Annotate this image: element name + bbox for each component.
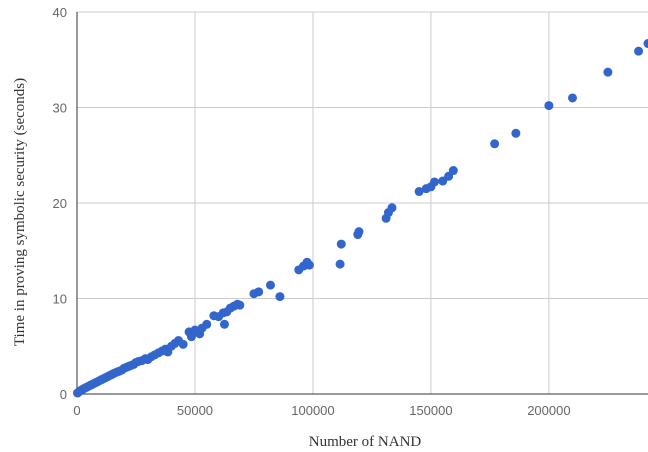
x-tick-label: 200000	[527, 403, 570, 418]
data-point	[178, 339, 188, 349]
x-tick-label: 150000	[409, 403, 452, 418]
y-tick-label: 40	[53, 5, 67, 20]
axes	[76, 12, 648, 395]
data-point	[304, 260, 314, 270]
data-point	[219, 319, 229, 329]
data-points	[72, 39, 648, 398]
data-point	[354, 227, 364, 237]
data-point	[265, 280, 275, 290]
data-point	[254, 287, 264, 297]
y-tick-label: 30	[53, 101, 67, 116]
x-tick-label: 0	[73, 403, 80, 418]
data-point	[448, 166, 458, 176]
data-point	[336, 239, 346, 249]
data-point	[643, 39, 648, 49]
x-tick-label: 100000	[291, 403, 334, 418]
data-point	[414, 187, 424, 197]
data-point	[544, 101, 554, 111]
data-point	[202, 319, 212, 329]
data-point	[511, 128, 521, 138]
y-tick-label: 0	[60, 387, 67, 402]
data-point	[634, 46, 644, 56]
x-axis-title: Number of NAND	[309, 434, 422, 450]
data-point	[235, 300, 245, 310]
data-point	[387, 203, 397, 213]
grid-lines	[77, 11, 648, 394]
data-point	[275, 292, 285, 302]
x-tick-labels: 0 50000 100000 150000 200000	[73, 403, 570, 418]
x-tick-label: 50000	[177, 403, 213, 418]
data-point	[186, 332, 196, 342]
y-tick-labels: 0 10 20 30 40	[53, 5, 67, 402]
y-axis-title: Time in proving symbolic security (secon…	[12, 78, 28, 346]
data-point	[335, 259, 345, 269]
data-point	[567, 93, 577, 103]
data-point	[603, 67, 613, 77]
data-point	[429, 177, 439, 187]
data-point	[490, 139, 500, 149]
y-tick-label: 20	[53, 196, 67, 211]
y-tick-label: 10	[53, 292, 67, 307]
